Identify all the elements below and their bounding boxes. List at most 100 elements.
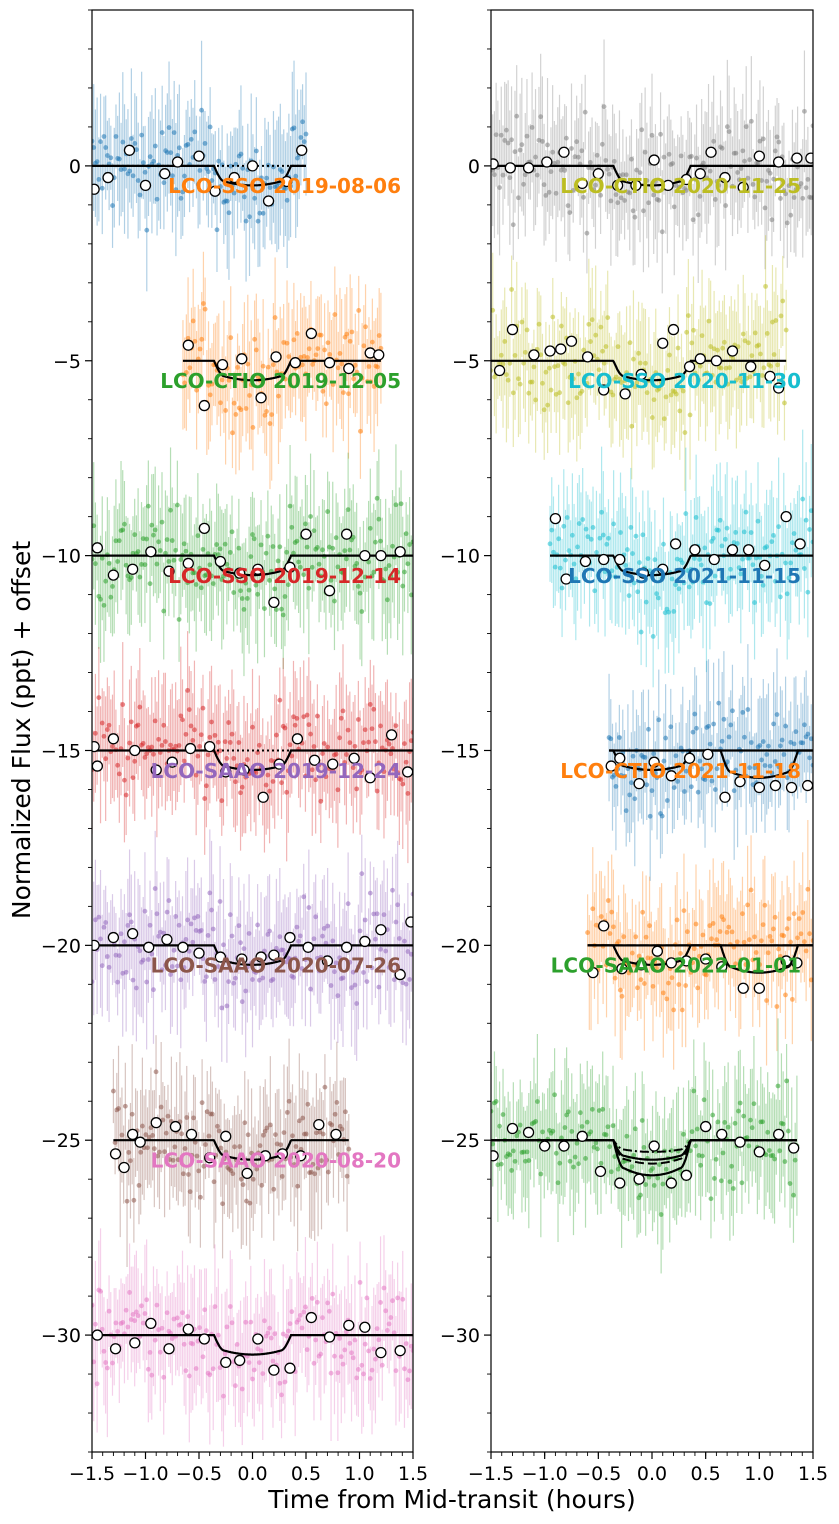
binned-point [385, 729, 398, 741]
raw-point [723, 203, 729, 208]
raw-point [507, 175, 513, 181]
raw-point [313, 1337, 319, 1343]
raw-point [223, 408, 229, 413]
raw-point [687, 412, 693, 418]
raw-point [231, 755, 237, 761]
binned-point [785, 781, 798, 794]
raw-point [762, 763, 768, 768]
raw-point [303, 371, 309, 377]
binned-point [262, 195, 275, 207]
raw-point [562, 168, 568, 173]
raw-point [166, 559, 172, 564]
raw-point [255, 1150, 261, 1156]
raw-point [597, 535, 603, 541]
raw-point [562, 1125, 568, 1130]
raw-point [248, 382, 254, 388]
binned-point [220, 1130, 232, 1142]
raw-point [540, 380, 545, 386]
series-label: LCO-SAAO 2020-08-20 [151, 1148, 401, 1172]
raw-point [585, 534, 591, 540]
raw-point [217, 899, 223, 904]
raw-point [576, 521, 582, 526]
binned-point [753, 1146, 765, 1158]
raw-point [784, 775, 790, 781]
raw-point [616, 735, 622, 740]
raw-point [619, 993, 625, 999]
raw-point [227, 912, 233, 918]
raw-point [340, 390, 346, 396]
raw-point [304, 1347, 310, 1353]
raw-point [766, 743, 771, 749]
raw-point [361, 343, 367, 349]
raw-point [180, 717, 185, 723]
raw-point [367, 1376, 373, 1381]
raw-point [176, 922, 182, 928]
raw-point [379, 745, 385, 751]
raw-point [386, 1321, 392, 1327]
raw-point [199, 1100, 205, 1106]
raw-point [215, 552, 221, 558]
raw-point [555, 363, 561, 369]
x-tick-label: 0.5 [691, 1463, 721, 1485]
raw-point [521, 1149, 527, 1155]
raw-point [702, 777, 708, 783]
raw-point [238, 588, 243, 594]
raw-point [678, 950, 683, 956]
raw-point [236, 545, 242, 551]
raw-point [185, 1314, 191, 1319]
raw-point [556, 536, 562, 542]
raw-point [137, 704, 143, 710]
raw-point [355, 717, 361, 722]
raw-point [669, 576, 675, 582]
raw-point [237, 1144, 243, 1149]
raw-point [267, 577, 272, 583]
binned-point [612, 179, 624, 192]
raw-point [745, 175, 751, 181]
y-tick-label: −25 [440, 1130, 480, 1152]
raw-point [701, 1097, 707, 1103]
raw-point [123, 792, 129, 798]
raw-point [333, 751, 339, 757]
raw-point [646, 200, 651, 206]
raw-point [240, 1182, 246, 1188]
raw-point [629, 156, 634, 162]
series-lco-sso-2020-09-28 [491, 39, 813, 294]
raw-point [683, 983, 689, 988]
raw-point [122, 939, 127, 945]
raw-point [99, 720, 105, 726]
raw-point [690, 217, 696, 223]
raw-point [115, 559, 121, 564]
raw-point [772, 914, 778, 920]
raw-point [288, 383, 293, 388]
raw-point [376, 516, 382, 522]
raw-point [791, 1192, 796, 1198]
raw-point [663, 394, 669, 400]
raw-point [684, 929, 690, 935]
raw-point [215, 1123, 220, 1129]
binned-point [680, 1169, 692, 1181]
raw-point [400, 781, 406, 787]
raw-point [744, 1135, 750, 1140]
raw-point [724, 929, 730, 935]
raw-point [677, 408, 683, 414]
raw-point [371, 1346, 377, 1352]
binned-point [555, 343, 567, 355]
raw-point [577, 1110, 583, 1116]
raw-point [608, 198, 614, 204]
raw-point [192, 338, 198, 344]
raw-point [752, 330, 758, 336]
binned-point [107, 733, 120, 745]
raw-point [320, 933, 325, 939]
raw-point [612, 574, 618, 580]
binned-point [161, 933, 173, 946]
binned-point [402, 766, 413, 778]
raw-point [227, 740, 233, 745]
raw-point [671, 204, 677, 210]
raw-point [191, 1115, 196, 1121]
raw-point [176, 145, 182, 151]
raw-point [289, 753, 295, 759]
raw-point [204, 1109, 210, 1115]
raw-point [771, 532, 776, 538]
binned-point [134, 1136, 146, 1148]
raw-point [285, 1328, 291, 1334]
